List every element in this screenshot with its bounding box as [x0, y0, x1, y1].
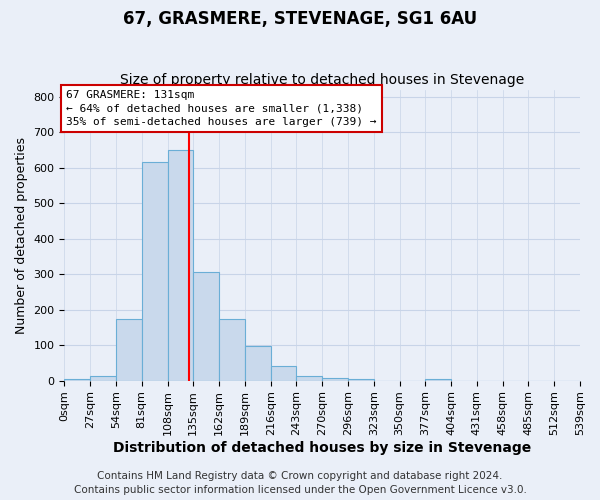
Text: 67, GRASMERE, STEVENAGE, SG1 6AU: 67, GRASMERE, STEVENAGE, SG1 6AU	[123, 10, 477, 28]
Bar	[296, 376, 322, 380]
Y-axis label: Number of detached properties: Number of detached properties	[15, 136, 28, 334]
Title: Size of property relative to detached houses in Stevenage: Size of property relative to detached ho…	[120, 73, 524, 87]
Bar	[219, 318, 245, 380]
Bar	[271, 366, 296, 380]
Bar	[425, 379, 451, 380]
X-axis label: Distribution of detached houses by size in Stevenage: Distribution of detached houses by size …	[113, 441, 532, 455]
Bar	[90, 376, 116, 380]
Bar	[64, 379, 90, 380]
Bar	[193, 272, 219, 380]
Bar	[348, 379, 374, 380]
Bar	[167, 150, 193, 380]
Bar	[116, 318, 142, 380]
Text: 67 GRASMERE: 131sqm
← 64% of detached houses are smaller (1,338)
35% of semi-det: 67 GRASMERE: 131sqm ← 64% of detached ho…	[67, 90, 377, 126]
Text: Contains HM Land Registry data © Crown copyright and database right 2024.
Contai: Contains HM Land Registry data © Crown c…	[74, 471, 526, 495]
Bar	[322, 378, 348, 380]
Bar	[245, 346, 271, 380]
Bar	[142, 162, 167, 380]
